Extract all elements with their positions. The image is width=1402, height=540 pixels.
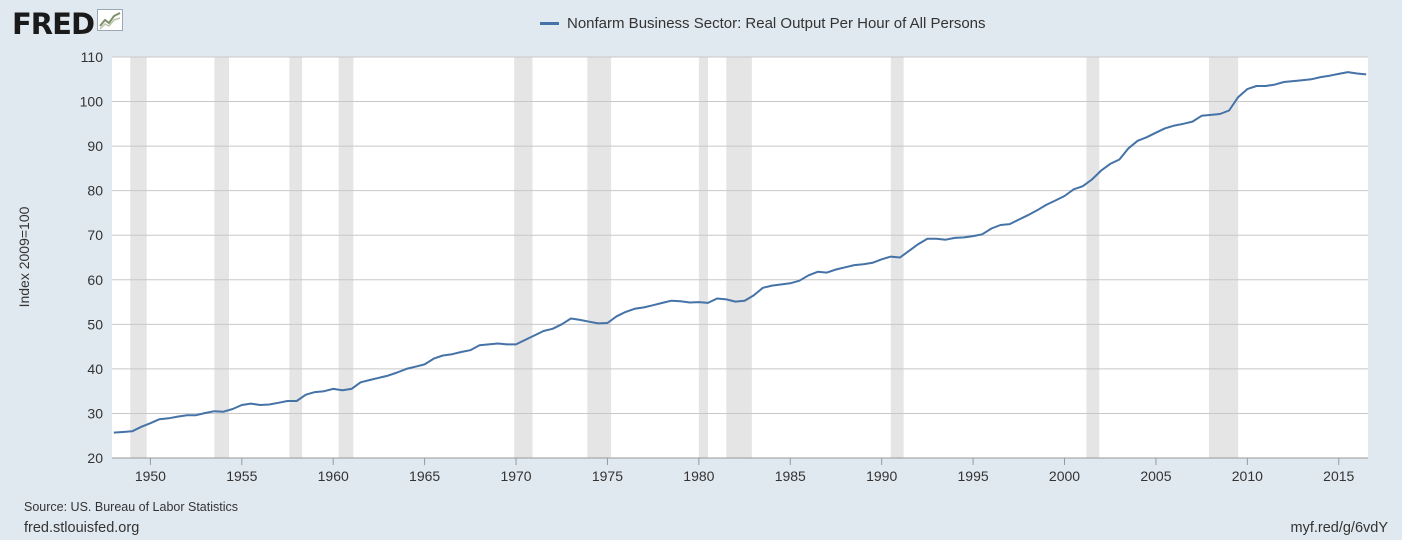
recession-band <box>698 57 709 458</box>
x-tick-label: 1965 <box>409 468 440 484</box>
x-tick-label: 1985 <box>775 468 806 484</box>
x-tick-label: 1970 <box>500 468 531 484</box>
x-tick-label: 1955 <box>226 468 257 484</box>
x-tick-label: 2010 <box>1232 468 1263 484</box>
y-tick-label: 90 <box>87 138 103 154</box>
y-tick-label: 20 <box>87 450 103 466</box>
recession-band <box>1086 57 1100 458</box>
y-tick-label: 110 <box>81 49 104 65</box>
fred-chart-icon <box>97 8 124 36</box>
y-tick-label: 100 <box>80 94 104 110</box>
y-tick-label: 30 <box>87 405 103 421</box>
y-tick-label: 40 <box>87 361 103 377</box>
y-tick-label: 70 <box>87 227 103 243</box>
recession-band <box>1208 57 1239 458</box>
x-tick-label: 2015 <box>1323 468 1354 484</box>
x-tick-label: 1990 <box>866 468 897 484</box>
x-tick-label: 1995 <box>958 468 989 484</box>
recession-band <box>587 57 612 458</box>
y-axis-ticks: 20 30 40 50 60 70 80 90 100 110 <box>80 49 104 466</box>
series-line <box>113 71 1367 434</box>
recession-band <box>289 57 303 458</box>
x-tick-label: 2005 <box>1140 468 1171 484</box>
y-tick-label: 50 <box>87 316 103 332</box>
logo-text: FRED <box>12 7 95 41</box>
x-tick-label: 1960 <box>318 468 349 484</box>
y-tick-label: 80 <box>87 183 103 199</box>
legend-label: Nonfarm Business Sector: Real Output Per… <box>567 15 986 32</box>
x-axis-ticks: 1950 1955 1960 1965 1970 1975 1980 1985 1990 1995… <box>112 457 1368 484</box>
recession-band <box>514 57 533 458</box>
y-tick-label: 60 <box>87 272 103 288</box>
recession-band <box>214 57 230 458</box>
legend-swatch <box>540 22 559 25</box>
recession-band <box>130 57 147 458</box>
x-tick-label: 1950 <box>135 468 166 484</box>
y-axis-label: Index 2009=100 <box>16 206 32 307</box>
recession-band <box>726 57 752 458</box>
site-link[interactable]: fred.stlouisfed.org <box>24 520 140 536</box>
source-note: Source: US. Bureau of Labor Statistics <box>24 500 238 514</box>
chart-legend: Nonfarm Business Sector: Real Output Per… <box>540 15 986 32</box>
short-link[interactable]: myf.red/g/6vdY <box>1290 520 1388 536</box>
x-tick-label: 2000 <box>1049 468 1080 484</box>
recession-bands <box>130 57 1239 458</box>
recession-band <box>338 57 354 458</box>
x-tick-label: 1975 <box>592 468 623 484</box>
fred-logo[interactable]: FRED <box>12 7 124 41</box>
x-tick-label: 1980 <box>683 468 714 484</box>
